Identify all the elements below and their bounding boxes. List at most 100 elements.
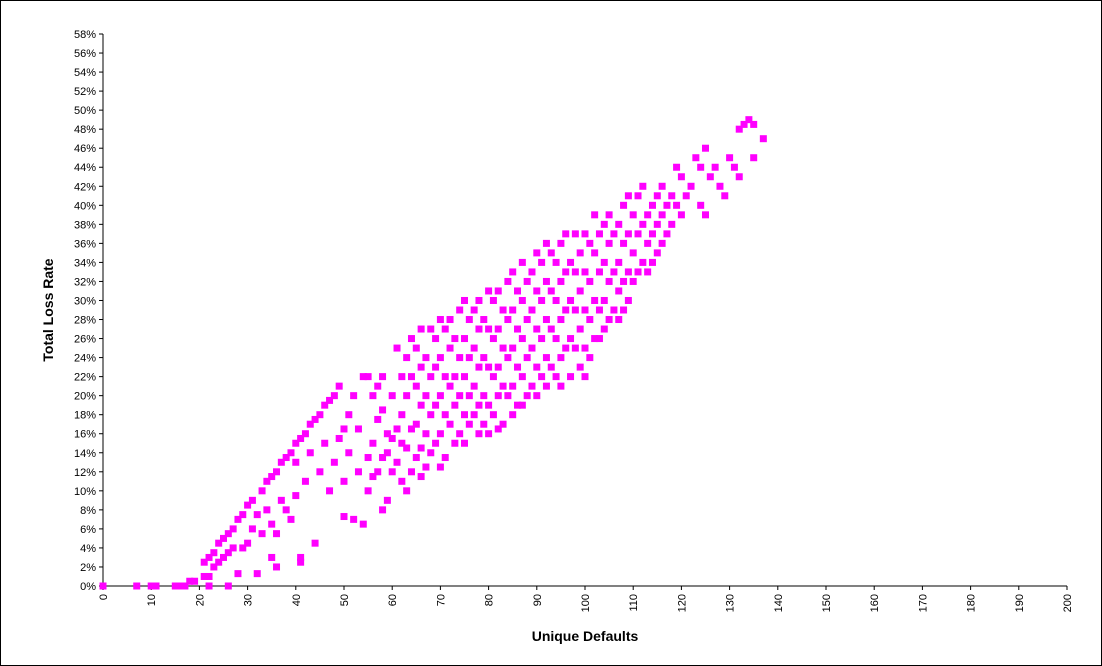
data-point — [350, 392, 358, 400]
data-point — [533, 325, 541, 333]
data-point — [653, 249, 661, 257]
data-point — [475, 401, 483, 409]
data-point — [581, 306, 589, 314]
data-point — [475, 296, 483, 304]
data-point — [364, 487, 372, 495]
data-point — [542, 382, 550, 390]
data-point — [687, 182, 695, 190]
data-point — [658, 182, 666, 190]
data-point — [398, 411, 406, 419]
data-point — [224, 582, 232, 590]
data-point — [562, 268, 570, 276]
data-point — [427, 373, 435, 381]
data-point — [538, 373, 546, 381]
x-tick-label: 0 — [98, 594, 110, 600]
data-point — [542, 277, 550, 285]
data-point — [147, 582, 155, 590]
data-point — [229, 525, 237, 533]
data-point — [436, 463, 444, 471]
data-point — [441, 411, 449, 419]
x-tick-label: 60 — [387, 594, 399, 606]
data-point — [523, 316, 531, 324]
data-point — [750, 154, 758, 162]
data-point — [586, 239, 594, 247]
data-point — [297, 553, 305, 561]
data-point — [533, 249, 541, 257]
data-point — [542, 354, 550, 362]
data-point — [591, 296, 599, 304]
data-point — [504, 277, 512, 285]
data-point — [244, 539, 252, 547]
data-point — [451, 439, 459, 447]
x-axis: 0 10 20 30 40 50 60 70 80 90 100 110 120 130 140 150 160… — [98, 585, 1074, 612]
data-point — [364, 454, 372, 462]
data-point — [557, 277, 565, 285]
data-point — [412, 344, 420, 352]
y-tick-label: 28% — [74, 315, 96, 327]
x-tick-label: 100 — [580, 594, 592, 612]
y-tick-label: 34% — [74, 257, 96, 269]
data-point — [528, 344, 536, 352]
data-point — [446, 382, 454, 390]
data-point — [446, 344, 454, 352]
data-point — [427, 325, 435, 333]
y-axis-title: Total Loss Rate — [40, 258, 56, 361]
data-point — [475, 325, 483, 333]
data-point — [494, 325, 502, 333]
data-point — [268, 520, 276, 528]
data-point — [735, 125, 743, 133]
data-point — [494, 363, 502, 371]
data-point — [345, 449, 353, 457]
data-point — [571, 344, 579, 352]
data-point — [538, 296, 546, 304]
data-point — [677, 211, 685, 219]
data-point — [562, 306, 570, 314]
x-tick-label: 160 — [869, 594, 881, 612]
data-point — [668, 192, 676, 200]
data-point — [552, 296, 560, 304]
data-point — [620, 306, 628, 314]
data-point — [427, 411, 435, 419]
data-point — [615, 258, 623, 266]
data-point — [514, 363, 522, 371]
data-point — [485, 401, 493, 409]
data-point — [403, 444, 411, 452]
data-point — [200, 558, 208, 566]
data-point — [663, 201, 671, 209]
y-tick-label: 26% — [74, 334, 96, 346]
data-point — [248, 525, 256, 533]
x-tick-label: 40 — [291, 594, 303, 606]
data-point — [552, 335, 560, 343]
data-point — [557, 316, 565, 324]
x-tick-label: 20 — [194, 594, 206, 606]
data-point — [456, 354, 464, 362]
data-point — [528, 306, 536, 314]
data-point — [412, 382, 420, 390]
y-tick-label: 46% — [74, 143, 96, 155]
data-point — [533, 287, 541, 295]
data-point — [610, 268, 618, 276]
data-point — [620, 277, 628, 285]
data-point — [171, 582, 179, 590]
data-point — [456, 306, 464, 314]
x-tick-label: 170 — [917, 594, 929, 612]
data-point — [220, 553, 227, 561]
data-point — [205, 582, 213, 590]
data-point — [735, 173, 743, 181]
y-tick-label: 8% — [80, 505, 96, 517]
data-point — [518, 335, 526, 343]
data-point — [379, 406, 387, 414]
data-point — [354, 425, 362, 433]
x-tick-label: 140 — [773, 594, 785, 612]
data-point — [451, 335, 459, 343]
data-point — [518, 258, 526, 266]
data-point — [750, 120, 758, 128]
data-point — [277, 458, 285, 466]
x-tick-label: 200 — [1062, 594, 1074, 612]
x-tick-label: 90 — [532, 594, 544, 606]
data-point — [706, 173, 714, 181]
data-point — [518, 373, 526, 381]
y-tick-label: 58% — [74, 29, 96, 41]
data-point — [552, 373, 560, 381]
